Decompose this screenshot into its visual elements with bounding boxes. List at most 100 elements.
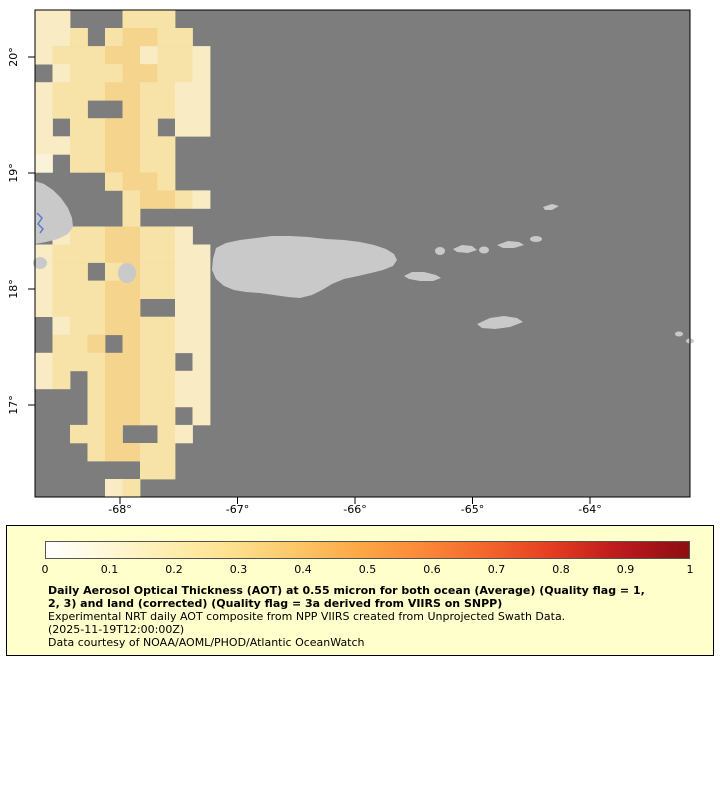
- legend-title-line: Daily Aerosol Optical Thickness (AOT) at…: [48, 584, 645, 597]
- aot-cell: [192, 406, 211, 426]
- aot-cell: [140, 172, 158, 191]
- culebra-island: [435, 247, 445, 255]
- aot-cell: [35, 154, 53, 173]
- aot-cell: [175, 262, 193, 281]
- aot-cell: [52, 316, 71, 336]
- aot-cell: [175, 280, 193, 299]
- colorbar-tick-label: 0.5: [358, 563, 377, 576]
- aot-cell: [192, 334, 211, 354]
- aot-cell: [140, 136, 158, 155]
- lat-tick-label: 18°: [7, 279, 20, 299]
- aot-cell: [175, 46, 193, 65]
- aot-cell: [140, 406, 158, 426]
- aot-cell: [105, 388, 123, 408]
- aot-cell: [105, 82, 123, 101]
- lon-tick-label: -68°: [108, 503, 131, 515]
- colorbar-tick-label: 0.7: [487, 563, 506, 576]
- aot-cell: [87, 424, 106, 444]
- aot-cell: [70, 334, 88, 354]
- aot-cell: [87, 226, 106, 245]
- aot-cell: [122, 226, 141, 245]
- aot-cell: [122, 100, 141, 119]
- virgin-gorda-island: [530, 236, 542, 242]
- aot-cell: [175, 226, 193, 245]
- aot-cell: [140, 100, 158, 119]
- aot-cell: [140, 316, 158, 336]
- aot-cell: [35, 100, 53, 119]
- aot-cell: [52, 28, 71, 47]
- lat-tick-label: 19°: [7, 163, 20, 183]
- aot-cell: [105, 262, 123, 281]
- aot-cell: [87, 352, 106, 372]
- aot-cell: [35, 280, 53, 299]
- aot-cell: [35, 298, 53, 317]
- aot-cell: [52, 262, 71, 281]
- aot-cell: [70, 82, 88, 101]
- aot-cell: [122, 10, 141, 29]
- aot-cell: [175, 424, 193, 444]
- aot-cell: [140, 64, 158, 83]
- aot-cell: [122, 443, 141, 462]
- aot-cell: [52, 82, 71, 101]
- aot-cell: [105, 352, 123, 372]
- aot-cell: [157, 172, 176, 191]
- aot-cell: [105, 370, 123, 390]
- aot-cell: [52, 352, 71, 372]
- aot-cell: [52, 334, 71, 354]
- aot-cell: [175, 298, 193, 317]
- aot-cell: [140, 190, 158, 209]
- aot-cell: [70, 316, 88, 336]
- aot-cell: [52, 298, 71, 317]
- aot-cell: [70, 118, 88, 137]
- aot-cell: [140, 461, 158, 480]
- aot-cell: [105, 244, 123, 263]
- aot-cell: [70, 244, 88, 263]
- aot-cell: [122, 64, 141, 83]
- aot-data-layer: [35, 10, 211, 498]
- legend-text: Daily Aerosol Optical Thickness (AOT) at…: [48, 584, 645, 649]
- aot-cell: [105, 479, 123, 498]
- legend-title-line: 2, 3) and land (corrected) (Quality flag…: [48, 597, 503, 610]
- aot-cell: [140, 443, 158, 462]
- aot-cell: [192, 370, 211, 390]
- aot-cell: [192, 262, 211, 281]
- aot-cell: [105, 136, 123, 155]
- colorbar-tick-label: 0.2: [165, 563, 183, 576]
- colorbar: [45, 541, 690, 559]
- aot-cell: [70, 28, 88, 47]
- aot-cell: [70, 64, 88, 83]
- lon-tick-label: -66°: [343, 503, 366, 515]
- mona-island: [118, 263, 136, 283]
- map-border: [34, 9, 691, 498]
- saona-island: [33, 257, 47, 269]
- aot-cell: [140, 10, 158, 29]
- aot-cell: [105, 443, 123, 462]
- aot-cell: [87, 280, 106, 299]
- aot-cell: [157, 334, 176, 354]
- aot-cell: [52, 10, 71, 29]
- aot-cell: [192, 46, 211, 65]
- aot-cell: [175, 100, 193, 119]
- colorbar-tick-label: 0.1: [100, 563, 119, 576]
- st-thomas-island: [453, 245, 477, 253]
- tortola-island: [497, 241, 524, 248]
- aot-cell: [157, 190, 176, 209]
- aot-cell: [52, 64, 71, 83]
- aot-cell: [157, 100, 176, 119]
- aot-cell: [140, 226, 158, 245]
- aot-cell: [87, 406, 106, 426]
- aot-cell: [192, 280, 211, 299]
- aot-cell: [122, 82, 141, 101]
- aot-cell: [87, 136, 106, 155]
- aot-cell: [87, 154, 106, 173]
- aot-cell: [52, 136, 71, 155]
- aot-cell: [157, 136, 176, 155]
- aot-cell: [35, 118, 53, 137]
- aot-cell: [175, 118, 193, 137]
- map-axes: 20° 19° 18° 17° -68° -67° -66° -65° -64°: [7, 47, 602, 515]
- aot-cell: [70, 226, 88, 245]
- st-john-island: [479, 246, 489, 254]
- aot-cell: [70, 262, 88, 281]
- aot-cell: [122, 316, 141, 336]
